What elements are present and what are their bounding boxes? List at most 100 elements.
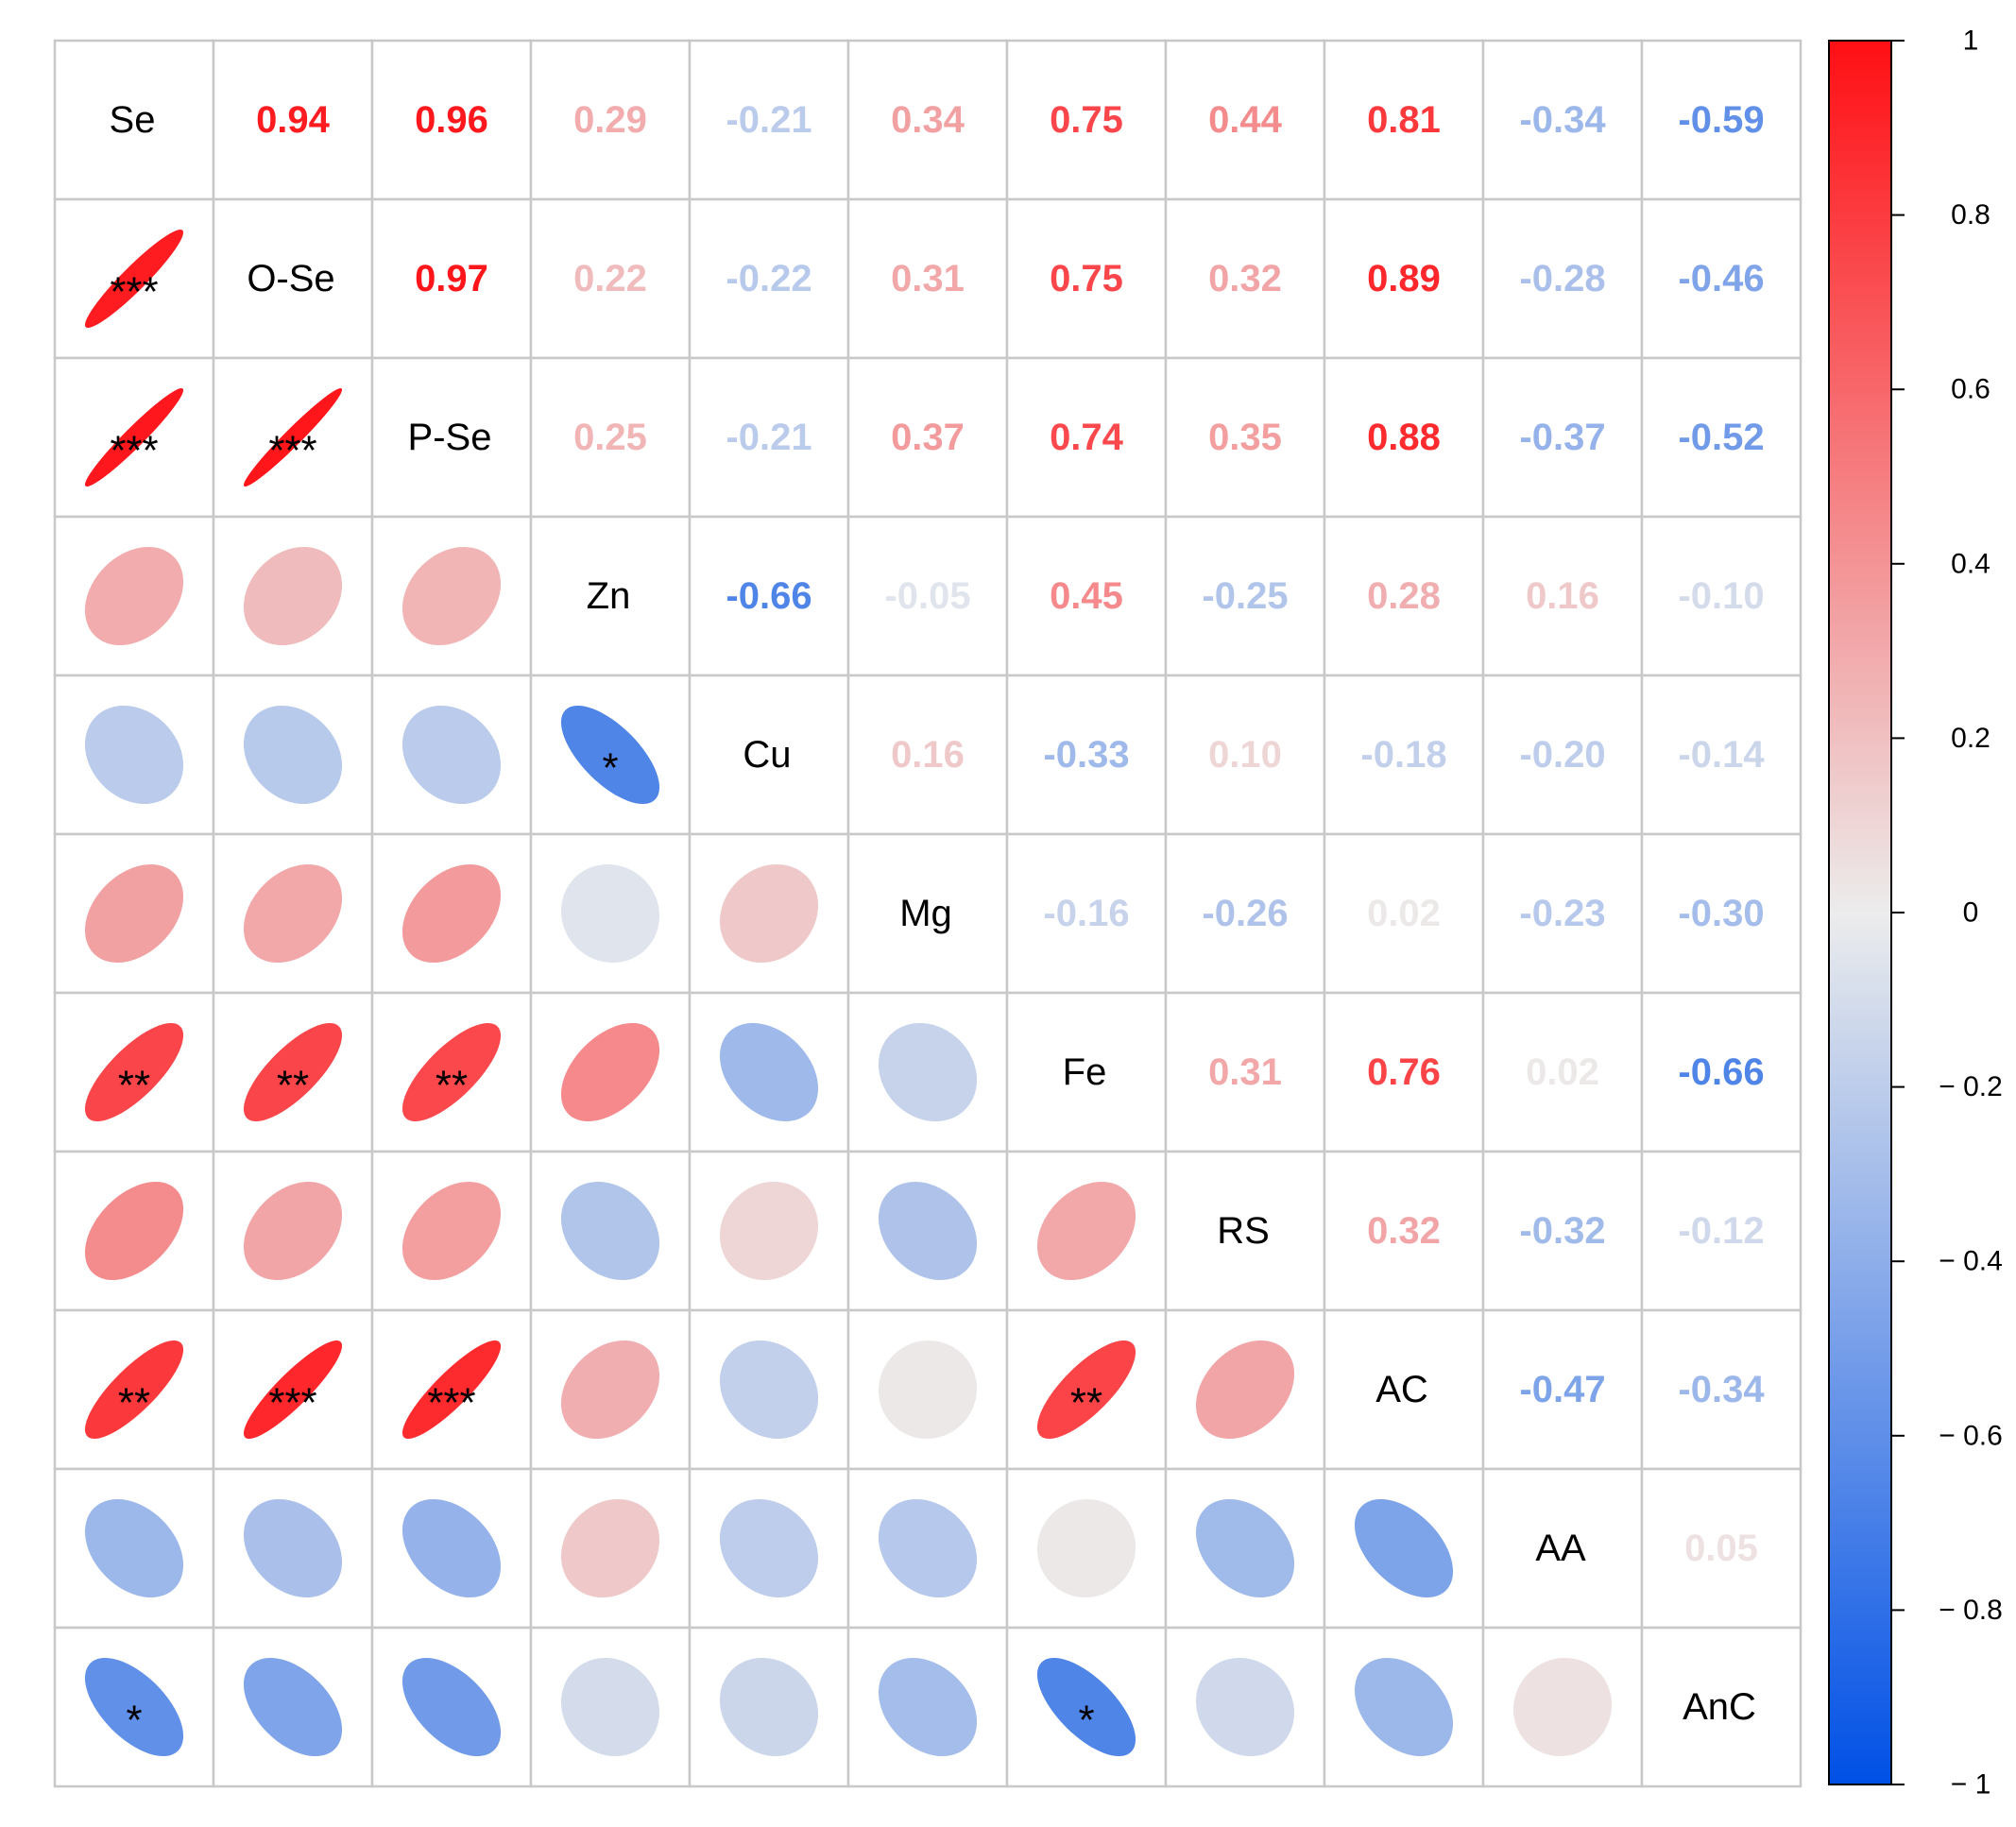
correlation-ellipse <box>401 863 502 964</box>
correlation-ellipse <box>243 705 343 805</box>
correlation-ellipse <box>560 705 660 805</box>
colorbar-tick-label: − 0.8 <box>1939 1595 2003 1626</box>
significance-mark: * <box>126 1698 142 1744</box>
significance-mark: ** <box>118 1063 150 1109</box>
grid-cell-1-10 <box>1640 197 1802 360</box>
colorbar-tick-label: 0.4 <box>1951 548 1990 579</box>
grid-cell-1-6 <box>1005 197 1168 360</box>
grid-cell-2-2 <box>370 356 533 519</box>
coefficient-label: -0.66 <box>726 575 812 617</box>
coefficient-label: 0.02 <box>1367 893 1441 934</box>
correlation-ellipse <box>1195 1340 1295 1440</box>
variable-label: AnC <box>1683 1686 1756 1728</box>
coefficient-label: -0.30 <box>1678 893 1764 934</box>
grid-cell-0-10 <box>1640 39 1802 201</box>
grid-cell-5-8 <box>1323 832 1485 995</box>
colorbar: 1 0.8 0.6 0.4 0.2 0 − 0.2 − 0.4 − 0.6 − 0.8 − 1 <box>1828 26 2003 1801</box>
correlation-ellipse <box>401 1181 502 1281</box>
correlation-ellipse <box>719 863 819 964</box>
correlation-ellipse <box>719 1657 819 1757</box>
coefficient-label: 0.97 <box>415 258 488 299</box>
coefficient-label: 0.74 <box>1050 417 1124 458</box>
correlation-ellipse <box>84 1181 184 1281</box>
coefficient-label: 0.44 <box>1208 99 1283 141</box>
coefficient-label: 0.31 <box>1208 1051 1282 1093</box>
grid-cell-3-3 <box>529 515 692 677</box>
grid-cell-1-4 <box>688 197 850 360</box>
variable-label: RS <box>1217 1210 1270 1252</box>
correlation-ellipse <box>243 1340 343 1440</box>
variable-label: Cu <box>743 734 791 776</box>
coefficient-label: 0.16 <box>891 734 965 776</box>
coefficient-label: -0.46 <box>1678 258 1764 299</box>
coefficient-label: 0.37 <box>891 417 965 458</box>
correlation-matrix: Se 0.94 0.96 0.29 -0.21 0.34 0.75 0.44 0.81 -0.34… <box>53 39 1802 1788</box>
colorbar-tick-label: 0.2 <box>1951 723 1990 754</box>
variable-label: Zn <box>587 575 631 617</box>
correlation-ellipse <box>1195 1498 1295 1598</box>
coefficient-label: 0.81 <box>1367 99 1441 141</box>
grid-cell-6-6 <box>1005 991 1168 1153</box>
correlation-ellipse <box>1354 1498 1454 1598</box>
coefficient-label: 0.32 <box>1367 1210 1441 1252</box>
grid-cell-0-1 <box>212 39 374 201</box>
coefficient-label: -0.23 <box>1519 893 1605 934</box>
coefficient-label: -0.22 <box>726 258 812 299</box>
colorbar-tick-label: 0.6 <box>1951 374 1990 405</box>
correlation-ellipse <box>243 1498 343 1598</box>
colorbar-tick-label: 0 <box>1963 897 1979 929</box>
grid-cell-4-5 <box>846 674 1009 836</box>
grid-cell-5-10 <box>1640 832 1802 995</box>
correlation-ellipse <box>84 705 184 805</box>
grid-cell-10-10 <box>1640 1626 1802 1788</box>
coefficient-label: -0.12 <box>1678 1210 1764 1252</box>
coefficient-label: -0.14 <box>1678 734 1765 776</box>
grid-cell-3-8 <box>1323 515 1485 677</box>
grid-cell-7-10 <box>1640 1150 1802 1312</box>
grid-cell-7-9 <box>1481 1150 1644 1312</box>
coefficient-label: -0.47 <box>1519 1369 1605 1410</box>
correlation-ellipse <box>1512 1657 1613 1757</box>
significance-mark: *** <box>110 269 158 316</box>
significance-mark: ** <box>436 1063 468 1109</box>
significance-mark: * <box>1078 1698 1094 1744</box>
coefficient-label: -0.32 <box>1519 1210 1605 1252</box>
grid-cell-1-2 <box>370 197 533 360</box>
coefficient-label: -0.37 <box>1519 417 1605 458</box>
colorbar-gradient <box>1828 40 1892 1785</box>
correlation-ellipse <box>401 1022 502 1122</box>
coefficient-label: 0.76 <box>1367 1051 1441 1093</box>
correlation-ellipse <box>719 1498 819 1598</box>
grid-cell-0-3 <box>529 39 692 201</box>
grid-cell-5-5 <box>846 832 1009 995</box>
coefficient-label: -0.34 <box>1519 99 1606 141</box>
correlation-ellipse <box>560 1022 660 1122</box>
grid-cell-2-8 <box>1323 356 1485 519</box>
correlation-ellipse <box>401 705 502 805</box>
coefficient-label: 0.35 <box>1208 417 1282 458</box>
coefficient-label: 0.05 <box>1684 1528 1758 1569</box>
grid-cell-3-5 <box>846 515 1009 677</box>
coefficient-label: 0.32 <box>1208 258 1282 299</box>
grid-cell-0-7 <box>1164 39 1326 201</box>
coefficient-label: -0.18 <box>1360 734 1446 776</box>
correlation-ellipse <box>243 387 343 487</box>
colorbar-tick-label: − 0.4 <box>1939 1246 2003 1277</box>
coefficient-label: -0.28 <box>1519 258 1605 299</box>
colorbar-tick-label: − 0.6 <box>1939 1420 2003 1451</box>
coefficient-label: 0.02 <box>1526 1051 1599 1093</box>
grid-cell-1-9 <box>1481 197 1644 360</box>
correlation-ellipse <box>84 1657 184 1757</box>
colorbar-tick-label: 1 <box>1963 26 1979 57</box>
coefficient-label: 0.10 <box>1208 734 1282 776</box>
correlation-ellipse <box>401 546 502 646</box>
correlation-ellipse <box>401 1498 502 1598</box>
coefficient-label: 0.28 <box>1367 575 1441 617</box>
correlation-ellipse <box>719 1022 819 1122</box>
correlation-ellipse <box>1036 1340 1136 1440</box>
coefficient-label: -0.21 <box>726 99 812 141</box>
grid-cell-9-10 <box>1640 1467 1802 1630</box>
coefficient-label: -0.33 <box>1043 734 1129 776</box>
correlation-ellipse <box>84 387 184 487</box>
